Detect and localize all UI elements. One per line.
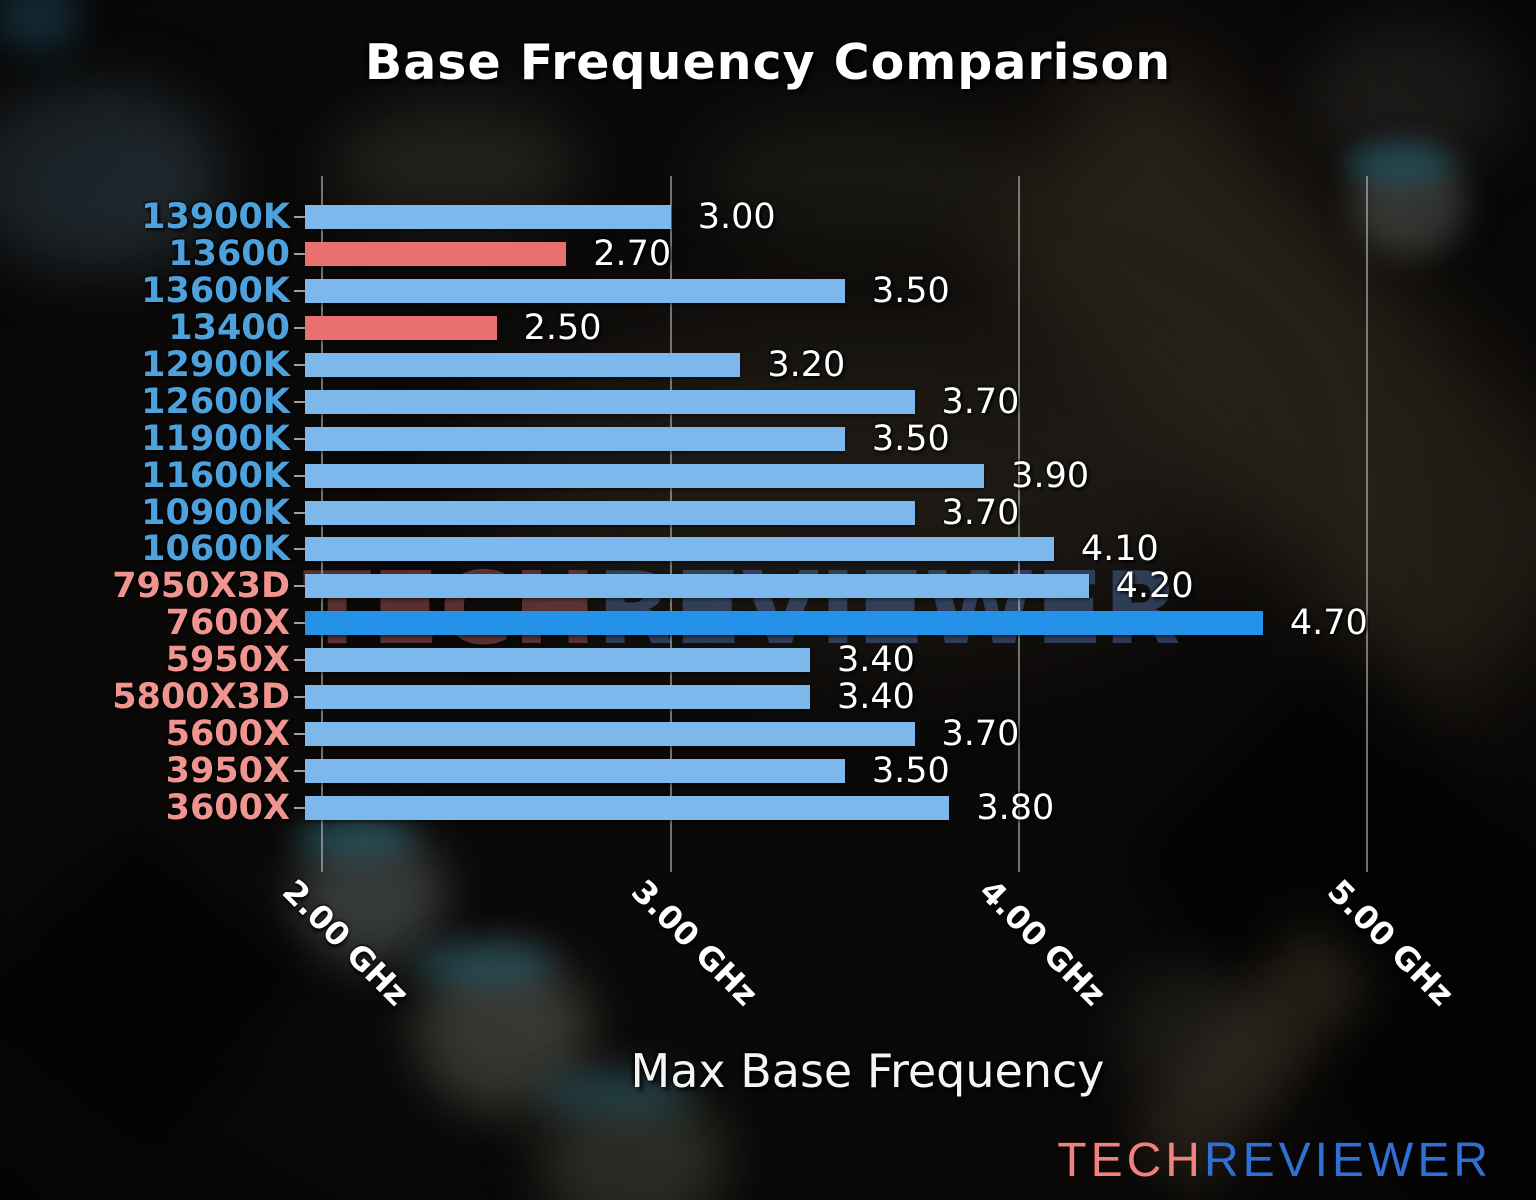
x-tick-label: 3.00 GHz bbox=[623, 872, 766, 1014]
y-axis-tick bbox=[294, 400, 305, 403]
y-axis-tick bbox=[294, 548, 305, 551]
x-tick-label: 4.00 GHz bbox=[972, 872, 1114, 1014]
watermark-tech: TECH bbox=[303, 550, 597, 667]
y-axis-tick bbox=[294, 770, 305, 773]
y-axis-label: 12900K bbox=[141, 344, 290, 385]
bar-value-label: 3.20 bbox=[767, 344, 846, 385]
watermark-reviewer: REVIEWER bbox=[596, 550, 1181, 667]
bar-value-label: 3.50 bbox=[871, 270, 950, 311]
bar-value-label: 3.40 bbox=[837, 640, 915, 681]
bar bbox=[305, 611, 1263, 636]
bar bbox=[305, 205, 671, 229]
y-axis-label: 5600X bbox=[165, 714, 290, 755]
bar bbox=[305, 389, 915, 414]
bar bbox=[305, 315, 497, 340]
y-axis-label: 10900K bbox=[141, 492, 290, 533]
y-axis-label: 5950X bbox=[165, 640, 290, 681]
bar bbox=[305, 759, 845, 784]
y-axis-label: 7600X bbox=[165, 603, 290, 644]
chart-title: Base Frequency Comparison bbox=[364, 34, 1172, 91]
x-tick-label: 5.00 GHz bbox=[1320, 872, 1462, 1014]
watermark: TECHREVIEWER bbox=[303, 550, 1180, 667]
brand-logo: TECHREVIEWER bbox=[1057, 1133, 1492, 1188]
y-axis-tick bbox=[294, 252, 305, 255]
y-axis-label: 13600 bbox=[168, 233, 290, 274]
bar-value-label: 4.10 bbox=[1080, 529, 1159, 570]
bar bbox=[305, 463, 985, 488]
bar-value-label: 3.80 bbox=[976, 788, 1055, 829]
bar bbox=[305, 574, 1089, 599]
bar-value-label: 3.50 bbox=[871, 418, 950, 459]
y-axis-label: 5800X3D bbox=[112, 677, 290, 718]
y-axis-label: 13400 bbox=[168, 307, 290, 348]
x-axis-title: Max Base Frequency bbox=[630, 1044, 1105, 1098]
bar-value-label: 4.70 bbox=[1289, 603, 1368, 644]
y-axis-label: 13900K bbox=[141, 197, 290, 237]
logo-reviewer: REVIEWER bbox=[1203, 1134, 1492, 1187]
y-axis-label: 3600X bbox=[165, 788, 290, 829]
y-axis-label: 11600K bbox=[141, 455, 290, 496]
bar-value-label: 3.90 bbox=[1011, 455, 1090, 496]
y-axis-tick bbox=[294, 733, 305, 736]
bar bbox=[305, 278, 845, 303]
bar bbox=[305, 426, 845, 451]
bar bbox=[305, 352, 741, 377]
y-axis-tick bbox=[294, 437, 305, 440]
y-axis-tick bbox=[294, 289, 305, 292]
bar-value-label: 4.20 bbox=[1115, 566, 1194, 607]
y-axis-tick bbox=[294, 585, 305, 588]
bar bbox=[305, 500, 915, 525]
bar-value-label: 3.00 bbox=[697, 197, 776, 237]
bar bbox=[305, 648, 811, 673]
gridline bbox=[1018, 176, 1020, 872]
y-axis-label: 12600K bbox=[141, 381, 290, 422]
bar-value-label: 3.70 bbox=[941, 714, 1020, 755]
bar-value-label: 3.70 bbox=[941, 381, 1020, 422]
y-axis-tick bbox=[294, 326, 305, 329]
y-axis-tick bbox=[294, 216, 305, 218]
y-axis-label: 11900K bbox=[141, 418, 290, 459]
y-axis-tick bbox=[294, 807, 305, 810]
bar bbox=[305, 241, 567, 266]
bar bbox=[305, 537, 1054, 562]
bar-value-label: 2.70 bbox=[593, 233, 672, 274]
y-axis-tick bbox=[294, 659, 305, 662]
bar-value-label: 3.40 bbox=[837, 677, 915, 718]
y-axis-tick bbox=[294, 474, 305, 477]
y-axis-tick bbox=[294, 363, 305, 366]
bar bbox=[305, 685, 811, 710]
bar-value-label: 2.50 bbox=[523, 307, 602, 348]
gridline bbox=[1366, 176, 1369, 872]
bar bbox=[305, 796, 950, 821]
y-axis-label: 3950X bbox=[165, 751, 290, 792]
logo-tech: TECH bbox=[1057, 1134, 1204, 1187]
y-axis-tick bbox=[294, 511, 305, 514]
x-tick-label: 2.00 GHz bbox=[275, 872, 417, 1014]
y-axis-label: 13600K bbox=[141, 270, 290, 311]
y-axis-tick bbox=[294, 622, 305, 625]
bar-value-label: 3.70 bbox=[941, 492, 1020, 533]
bar bbox=[305, 722, 915, 747]
y-axis-tick bbox=[294, 696, 305, 699]
y-axis-label: 7950X3D bbox=[112, 566, 290, 607]
bar-value-label: 3.50 bbox=[871, 751, 950, 792]
y-axis-label: 10600K bbox=[141, 529, 290, 570]
